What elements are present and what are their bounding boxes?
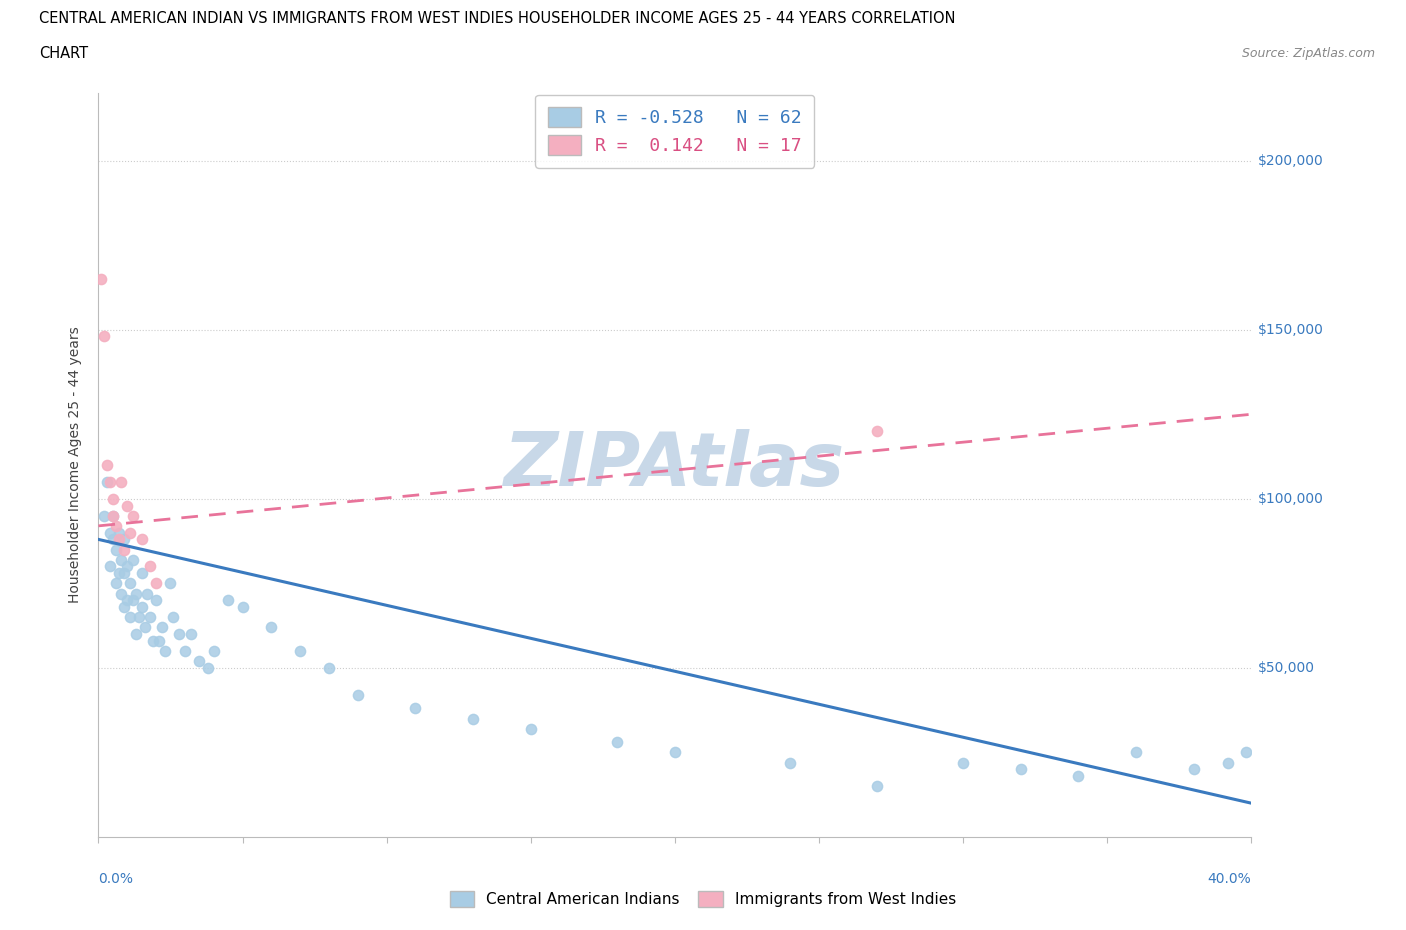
Point xyxy=(112,532,135,547)
Point xyxy=(98,525,121,540)
Text: Source: ZipAtlas.com: Source: ZipAtlas.com xyxy=(1241,46,1375,60)
Point xyxy=(101,509,124,524)
Legend: R = -0.528   N = 62, R =  0.142   N = 17: R = -0.528 N = 62, R = 0.142 N = 17 xyxy=(536,95,814,167)
Point xyxy=(167,627,190,642)
Text: CENTRAL AMERICAN INDIAN VS IMMIGRANTS FROM WEST INDIES HOUSEHOLDER INCOME AGES 2: CENTRAL AMERICAN INDIAN VS IMMIGRANTS FR… xyxy=(39,11,956,26)
Point xyxy=(101,532,124,547)
Point xyxy=(520,722,543,737)
Text: $50,000: $50,000 xyxy=(1258,661,1316,675)
Point xyxy=(104,576,127,591)
Point xyxy=(145,592,167,607)
Point xyxy=(128,610,150,625)
Point xyxy=(122,592,145,607)
Point xyxy=(93,509,115,524)
Point xyxy=(110,586,132,601)
Text: 40.0%: 40.0% xyxy=(1208,872,1251,886)
Text: ZIPAtlas: ZIPAtlas xyxy=(505,429,845,501)
Point xyxy=(1010,762,1032,777)
Point xyxy=(104,542,127,557)
Point xyxy=(260,620,283,635)
Point xyxy=(148,633,170,648)
Point xyxy=(125,627,148,642)
Point xyxy=(112,600,135,615)
Point xyxy=(117,498,138,513)
Point xyxy=(159,576,181,591)
Point xyxy=(107,532,129,547)
Point xyxy=(98,474,121,489)
Point xyxy=(107,525,129,540)
Point xyxy=(952,755,974,770)
Point xyxy=(866,778,889,793)
Point xyxy=(606,735,628,750)
Point xyxy=(120,610,142,625)
Point xyxy=(139,610,162,625)
Point xyxy=(1234,745,1257,760)
Point xyxy=(162,610,184,625)
Point xyxy=(202,644,225,658)
Point xyxy=(122,509,145,524)
Point xyxy=(180,627,202,642)
Point xyxy=(117,592,138,607)
Point xyxy=(104,518,127,533)
Point xyxy=(101,491,124,506)
Point xyxy=(120,576,142,591)
Point xyxy=(290,644,312,658)
Point xyxy=(112,565,135,580)
Point xyxy=(101,509,124,524)
Point xyxy=(110,552,132,567)
Point xyxy=(145,576,167,591)
Point xyxy=(318,660,340,675)
Text: CHART: CHART xyxy=(39,46,89,61)
Point xyxy=(1125,745,1147,760)
Point xyxy=(122,552,145,567)
Point xyxy=(197,660,219,675)
Point xyxy=(461,711,484,726)
Point xyxy=(405,701,427,716)
Point xyxy=(346,687,368,702)
Point xyxy=(866,424,889,439)
Point xyxy=(96,458,118,472)
Text: $200,000: $200,000 xyxy=(1258,153,1324,167)
Point xyxy=(117,559,138,574)
Point xyxy=(96,474,118,489)
Text: $100,000: $100,000 xyxy=(1258,492,1324,506)
Point xyxy=(110,474,132,489)
Y-axis label: Householder Income Ages 25 - 44 years: Householder Income Ages 25 - 44 years xyxy=(69,326,83,604)
Point xyxy=(131,532,153,547)
Point xyxy=(131,565,153,580)
Legend: Central American Indians, Immigrants from West Indies: Central American Indians, Immigrants fro… xyxy=(444,884,962,913)
Point xyxy=(1218,755,1240,770)
Point xyxy=(131,600,153,615)
Point xyxy=(153,644,176,658)
Point xyxy=(231,600,254,615)
Point xyxy=(107,565,129,580)
Point xyxy=(217,592,239,607)
Point xyxy=(98,559,121,574)
Point xyxy=(188,654,211,669)
Point xyxy=(134,620,156,635)
Point xyxy=(136,586,159,601)
Point xyxy=(112,542,135,557)
Point xyxy=(90,272,112,286)
Text: 0.0%: 0.0% xyxy=(98,872,134,886)
Point xyxy=(150,620,173,635)
Point xyxy=(125,586,148,601)
Point xyxy=(142,633,165,648)
Point xyxy=(174,644,197,658)
Point xyxy=(664,745,686,760)
Point xyxy=(779,755,801,770)
Point xyxy=(120,525,142,540)
Point xyxy=(1182,762,1205,777)
Text: $150,000: $150,000 xyxy=(1258,323,1324,337)
Point xyxy=(1067,769,1090,784)
Point xyxy=(93,329,115,344)
Point xyxy=(139,559,162,574)
